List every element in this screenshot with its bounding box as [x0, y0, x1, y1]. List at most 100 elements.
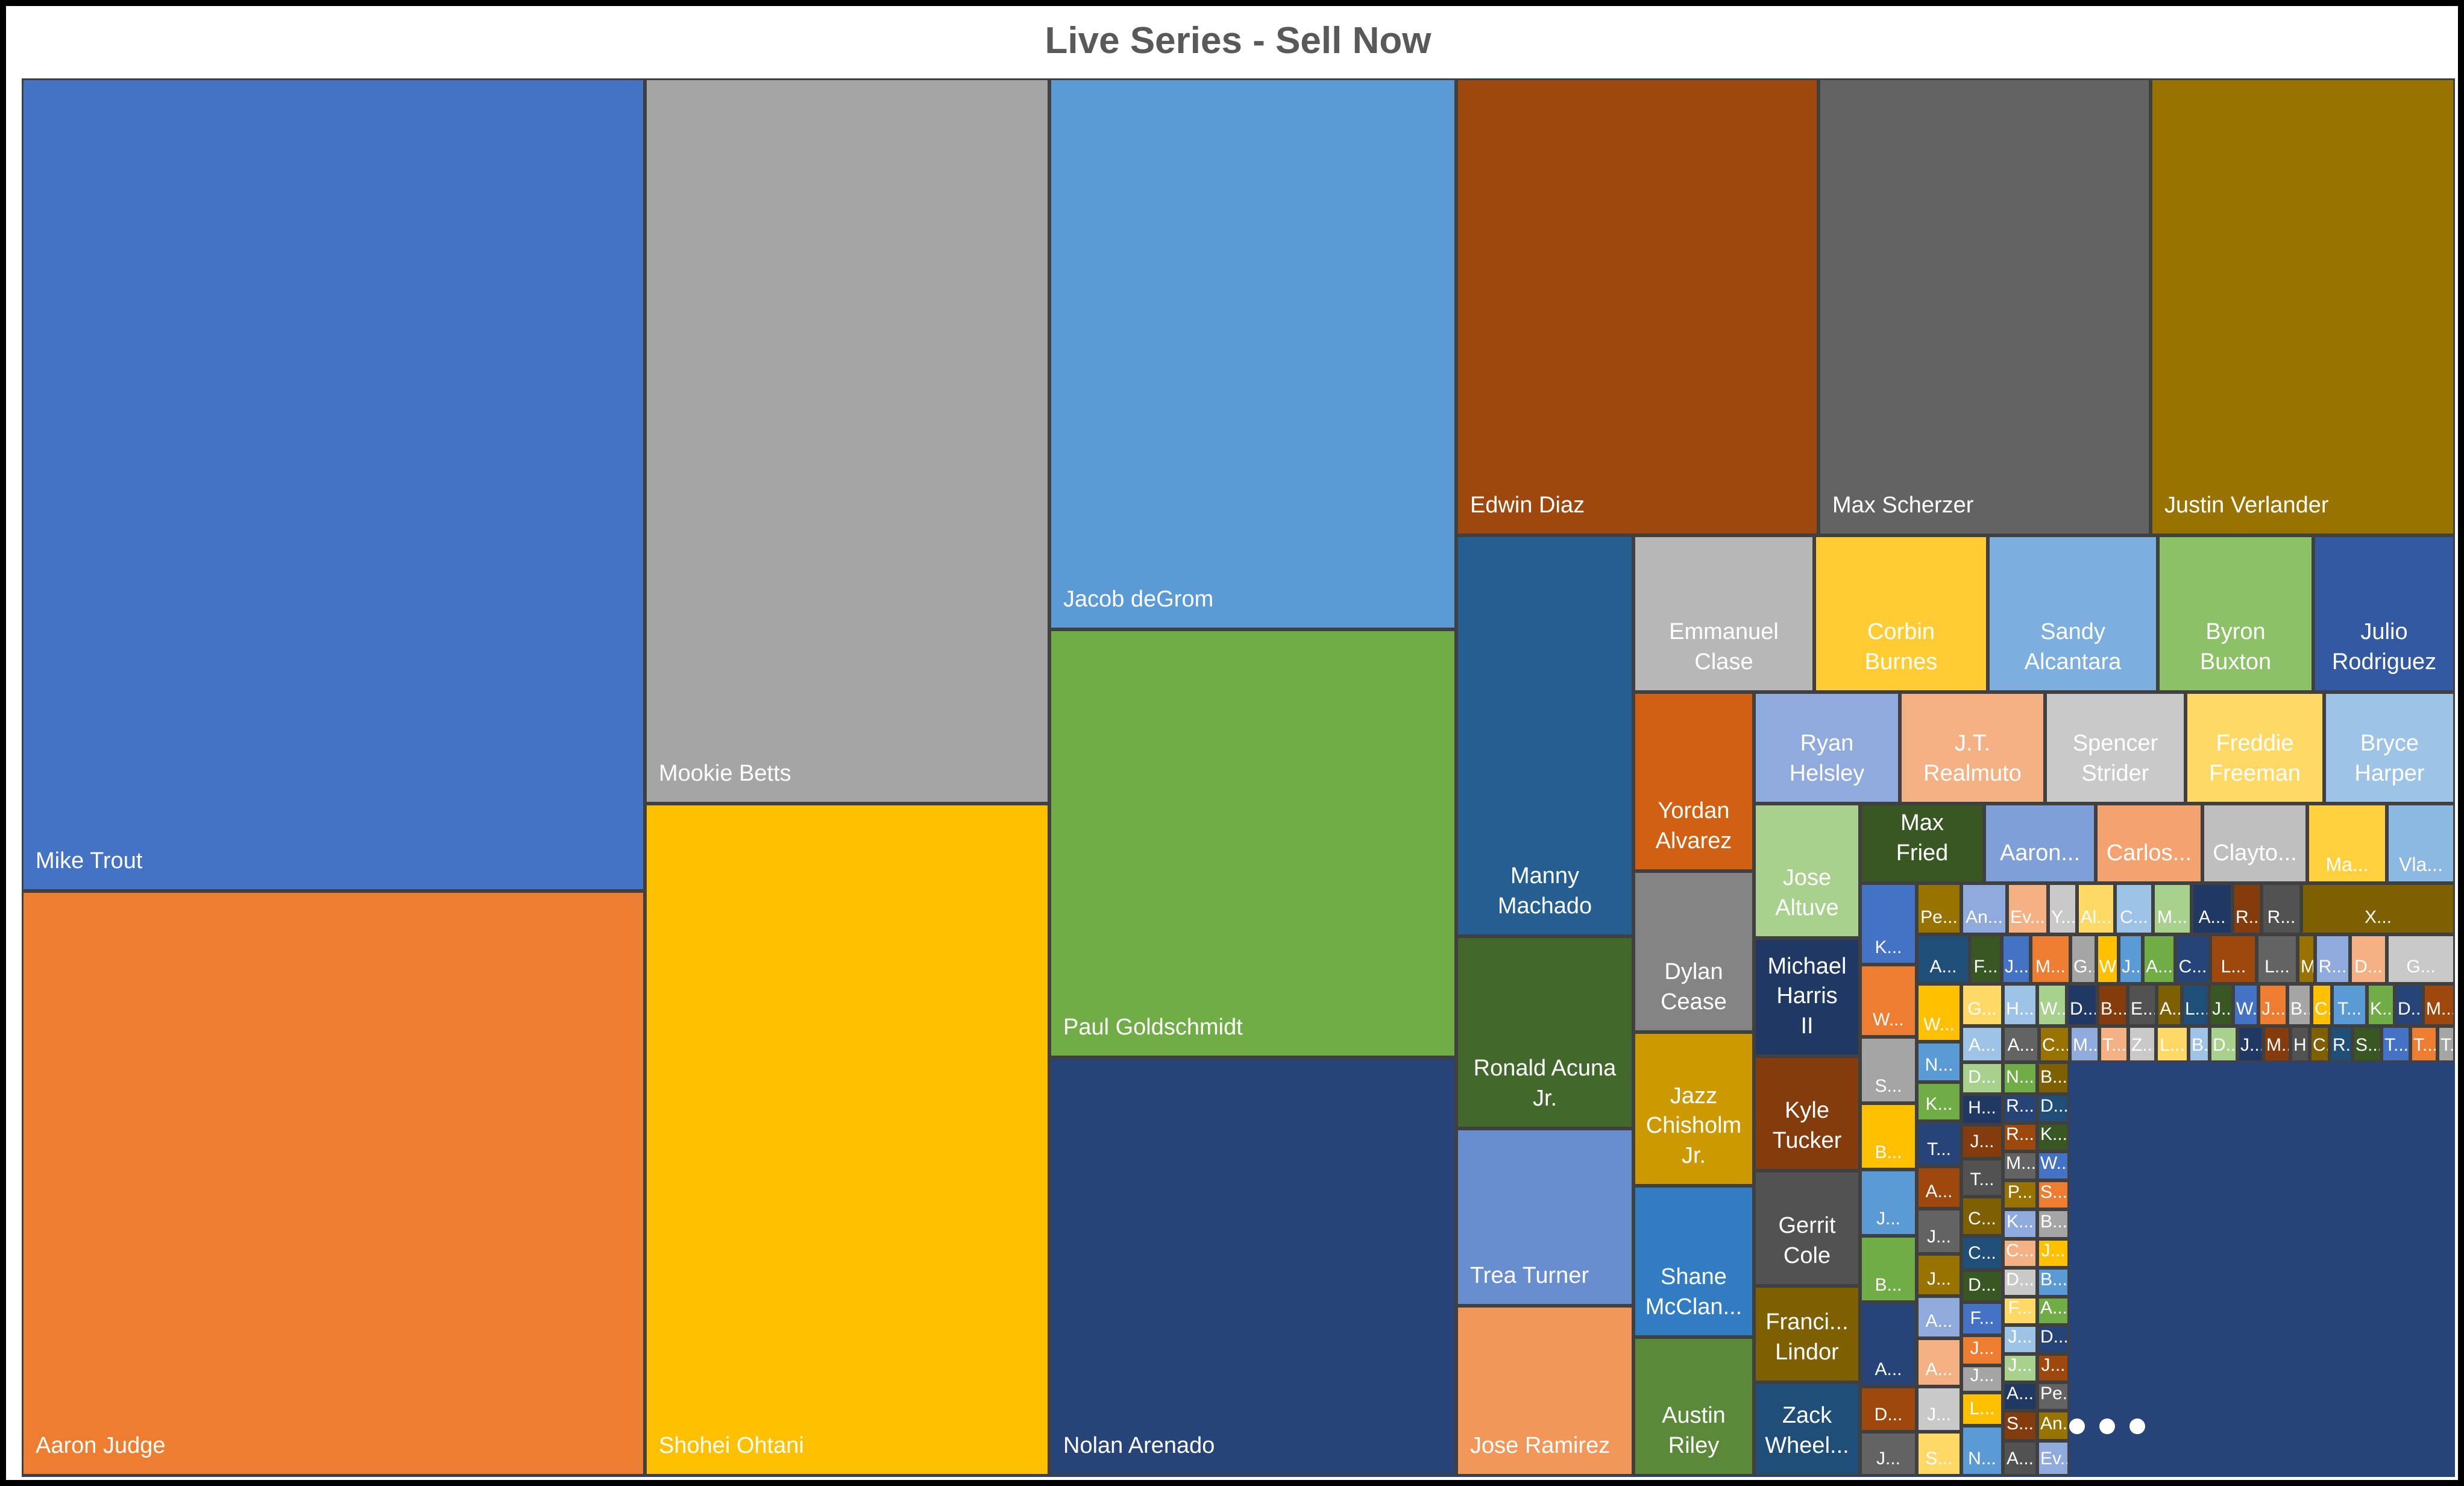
small-treemap-tile: A...	[2003, 1382, 2037, 1411]
small-treemap-tile: A...	[2143, 934, 2175, 984]
small-treemap-tile: B...	[2037, 1209, 2069, 1239]
tile-label: A...	[2040, 1298, 2068, 1318]
tile-label: D...	[2398, 999, 2421, 1019]
small-treemap-tile: A...	[1860, 1302, 1917, 1387]
treemap-tile: Gerrit Cole	[1754, 1171, 1860, 1286]
small-treemap-tile: M...	[2263, 1026, 2290, 1062]
tile-label: B...	[2040, 1212, 2068, 1232]
treemap-tile: Jose Altuve	[1754, 804, 1860, 938]
tile-label: S...	[1925, 1449, 1953, 1469]
treemap-tile: Carlos...	[2096, 804, 2202, 883]
tile-label: Emmanuel Clase	[1669, 619, 1779, 675]
treemap-tile: Justin Verlander	[2151, 78, 2455, 535]
tile-label: Trea Turner	[1470, 1262, 1589, 1288]
tile-label: K...	[2040, 1124, 2068, 1144]
tile-label: Paul Goldschmidt	[1063, 1014, 1243, 1040]
treemap-tile: Emmanuel Clase	[1633, 535, 1814, 692]
tile-label: M...	[2157, 907, 2187, 927]
tile-label: Yordan Alvarez	[1655, 798, 1732, 854]
small-treemap-tile: F...	[1970, 934, 2002, 984]
tile-label: Ma...	[2325, 854, 2369, 876]
tile-label: Freddie Freeman	[2208, 731, 2301, 786]
treemap-tile: Max Scherzer	[1818, 78, 2151, 535]
tile-label: L...	[2160, 1035, 2185, 1055]
tile-label: K...	[1925, 1094, 1953, 1114]
tile-label: A...	[2160, 999, 2182, 1019]
tile-label: A...	[1925, 1182, 1953, 1201]
small-treemap-tile: T...	[2332, 984, 2367, 1026]
small-treemap-tile: J...	[1860, 1432, 1917, 1476]
small-treemap-tile: T...	[1917, 1121, 1961, 1166]
tile-label: C...	[2006, 1241, 2034, 1261]
treemap-tile: Austin Riley	[1633, 1337, 1754, 1476]
tile-label: J...	[2008, 1355, 2032, 1375]
tile-label: M...	[2426, 999, 2455, 1019]
tile-label: J...	[1926, 1269, 1951, 1289]
tile-label: Michael Harris II	[1767, 953, 1847, 1039]
tile-label: Franci... Lindor	[1765, 1309, 1849, 1365]
small-treemap-tile: J...	[2037, 1354, 2069, 1382]
small-treemap-tile: W...	[2096, 934, 2119, 984]
treemap-tile: Spencer Strider	[2045, 692, 2186, 804]
tile-label: M...	[2073, 1035, 2098, 1055]
tile-label: K...	[2370, 999, 2395, 1019]
small-treemap-tile: A...	[2003, 1441, 2037, 1476]
tile-label: L...	[2264, 957, 2290, 977]
tile-label: A...	[1875, 1359, 1902, 1379]
tile-label: An...	[1966, 907, 2003, 927]
small-treemap-tile: J...	[2037, 1239, 2069, 1268]
small-treemap-tile: T...	[2437, 1026, 2455, 1062]
treemap-tile: Aaron Judge	[22, 891, 645, 1476]
chart-title: Live Series - Sell Now	[1045, 20, 1432, 61]
tile-label: D...	[1968, 1275, 1996, 1295]
small-treemap-tile: A...	[2003, 1026, 2039, 1062]
small-treemap-tile: Y...	[2048, 883, 2077, 934]
tile-label: F...	[1973, 957, 1998, 977]
small-treemap-tile: Z...	[2128, 1026, 2156, 1062]
tile-label: Shane McClan...	[1645, 1264, 1743, 1320]
treemap-tile: Yordan Alvarez	[1633, 692, 1754, 871]
tile-label: S...	[2040, 1182, 2068, 1202]
tile-label: L...	[2220, 957, 2246, 977]
small-treemap-tile: K...	[1917, 1082, 1961, 1121]
treemap-tile: Trea Turner	[1456, 1129, 1633, 1306]
small-treemap-tile: A...	[1917, 1296, 1961, 1338]
tile-label: R...	[2006, 1096, 2034, 1116]
small-treemap-tile: D...	[2003, 1268, 2037, 1297]
tile-label: Ryan Helsley	[1789, 731, 1865, 786]
tile-label: A...	[1929, 957, 1957, 977]
small-treemap-tile: A...	[1961, 1026, 2003, 1062]
treemap-tile: Zack Wheel...	[1754, 1382, 1860, 1476]
small-treemap-tile: J...	[2002, 934, 2031, 984]
tile-label: Max Scherzer	[1832, 492, 1974, 518]
tile-label: Max Fried	[1896, 810, 1949, 866]
treemap-tile: Corbin Burnes	[1814, 535, 1988, 692]
tile-label: Bryce Harper	[2354, 731, 2425, 786]
tile-label: Ronald Acuna Jr.	[1473, 1056, 1617, 1111]
treemap-tile: Freddie Freeman	[2186, 692, 2324, 804]
tile-label: A...	[1968, 1035, 1996, 1055]
tile-label: M...	[2006, 1153, 2036, 1173]
tile-label: G...	[2406, 957, 2436, 977]
tile-label: Ev...	[2040, 1449, 2067, 1469]
small-treemap-tile: An...	[1961, 883, 2007, 934]
small-treemap-tile: A...	[1917, 1338, 1961, 1387]
tile-label: Austin Riley	[1662, 1403, 1726, 1458]
small-treemap-tile: N...	[2003, 1062, 2037, 1094]
tile-label: E...	[2131, 999, 2157, 1019]
tile-label: Mike Trout	[36, 848, 143, 874]
small-treemap-tile: A...	[1917, 1166, 1961, 1209]
small-treemap-tile: L...	[2182, 984, 2209, 1026]
small-treemap-tile: B...	[2037, 1268, 2069, 1297]
treemap-tile: Jazz Chisholm Jr.	[1633, 1032, 1754, 1186]
small-treemap-tile: L...	[2257, 934, 2298, 984]
tile-label: Al...	[2080, 907, 2112, 927]
treemap-tile: Shane McClan...	[1633, 1186, 1754, 1337]
tile-label: G...	[1967, 999, 1997, 1019]
tile-label: D...	[2213, 1035, 2236, 1055]
tile-label: B...	[1875, 1142, 1902, 1162]
small-treemap-tile: M...	[2031, 934, 2070, 984]
tile-label: Jazz Chisholm Jr.	[1645, 1083, 1742, 1168]
small-treemap-tile: T...	[2410, 1026, 2437, 1062]
tile-label: Jose Altuve	[1775, 865, 1839, 921]
